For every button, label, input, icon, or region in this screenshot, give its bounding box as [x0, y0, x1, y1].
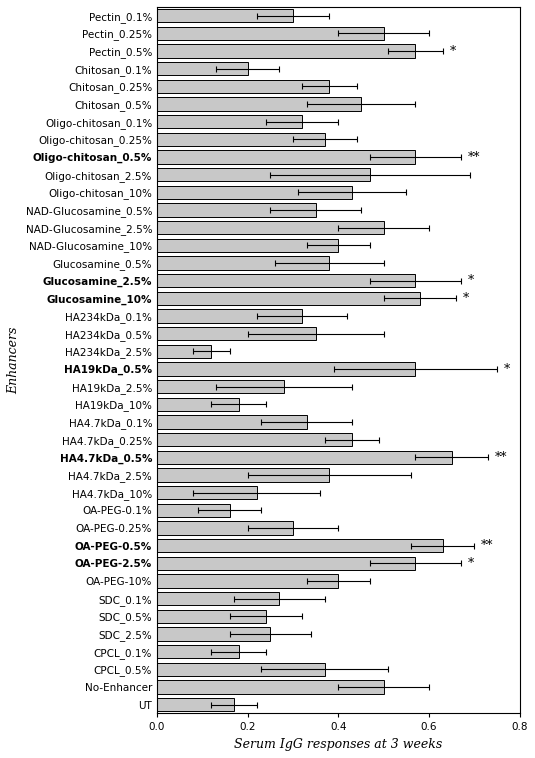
Bar: [157, 345, 211, 358]
Bar: [157, 609, 266, 623]
Bar: [157, 150, 416, 164]
Bar: [157, 628, 270, 641]
Bar: [157, 575, 339, 587]
Bar: [157, 80, 330, 93]
Bar: [157, 239, 339, 252]
Bar: [157, 539, 442, 553]
Bar: [157, 468, 330, 481]
Bar: [157, 203, 316, 217]
Text: *: *: [468, 557, 474, 570]
Text: **: **: [495, 451, 507, 464]
Bar: [157, 451, 452, 464]
Bar: [157, 115, 302, 128]
Bar: [157, 415, 307, 429]
Bar: [157, 398, 239, 411]
Bar: [157, 327, 316, 340]
Text: *: *: [463, 292, 469, 305]
Bar: [157, 292, 420, 305]
Text: **: **: [468, 151, 480, 164]
Bar: [157, 45, 416, 58]
Bar: [157, 186, 352, 199]
Bar: [157, 274, 416, 287]
Bar: [157, 309, 302, 323]
Text: **: **: [482, 539, 494, 552]
Bar: [157, 362, 416, 376]
Bar: [157, 681, 384, 694]
Bar: [157, 133, 325, 146]
Bar: [157, 698, 234, 711]
Text: *: *: [468, 274, 474, 287]
Bar: [157, 645, 239, 658]
Bar: [157, 98, 361, 111]
Bar: [157, 256, 330, 270]
Bar: [157, 221, 384, 234]
Bar: [157, 9, 293, 23]
Bar: [157, 168, 370, 181]
Bar: [157, 27, 384, 40]
Bar: [157, 62, 248, 75]
Bar: [157, 380, 284, 393]
X-axis label: Serum IgG responses at 3 weeks: Serum IgG responses at 3 weeks: [234, 738, 442, 751]
Bar: [157, 522, 293, 534]
Bar: [157, 433, 352, 446]
Bar: [157, 486, 257, 500]
Bar: [157, 592, 279, 606]
Bar: [157, 556, 416, 570]
Text: *: *: [449, 45, 456, 58]
Bar: [157, 504, 230, 517]
Y-axis label: Enhancers: Enhancers: [7, 327, 20, 394]
Text: *: *: [504, 362, 510, 375]
Bar: [157, 662, 325, 676]
